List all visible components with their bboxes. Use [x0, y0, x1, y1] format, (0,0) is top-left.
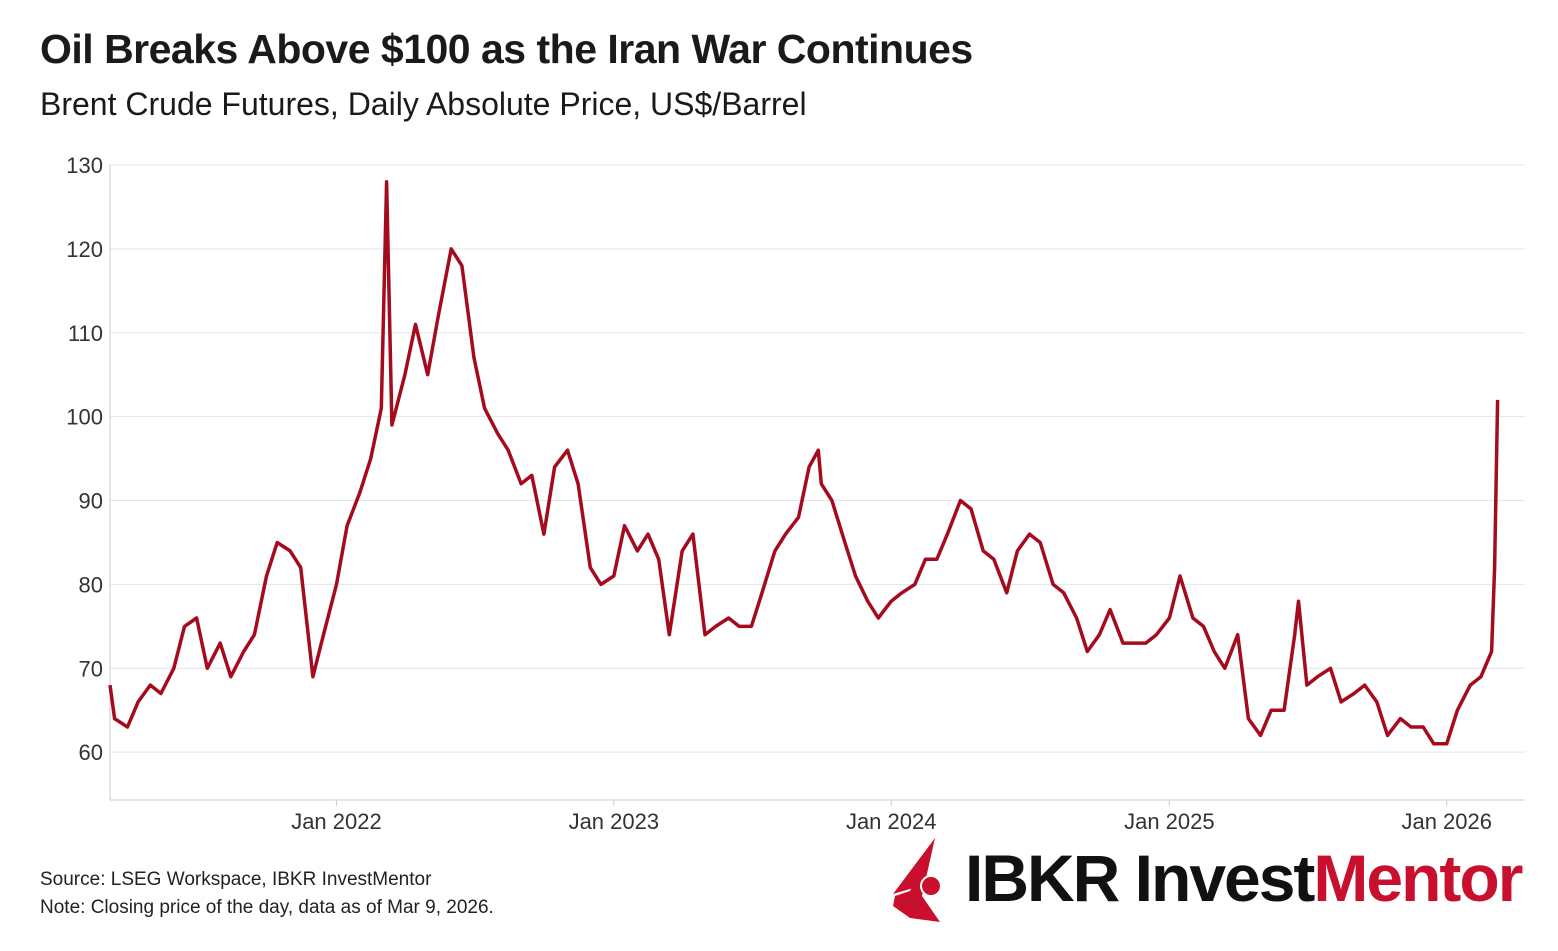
y-tick-label: 70 — [79, 656, 103, 681]
x-tick-label: Jan 2026 — [1401, 809, 1492, 834]
x-tick-label: Jan 2024 — [846, 809, 937, 834]
gridlines — [110, 164, 1525, 753]
y-tick-label: 110 — [68, 321, 103, 346]
ibkr-investmentor-logo: IBKR InvestMentor — [890, 836, 1530, 926]
source-note: Source: LSEG Workspace, IBKR InvestMento… — [40, 869, 432, 890]
brent-price-line — [108, 180, 1500, 746]
y-tick-label: 120 — [66, 237, 103, 262]
chart-title: Oil Breaks Above $100 as the Iran War Co… — [40, 26, 973, 72]
logo-text-mentor: Mentor — [1313, 841, 1523, 915]
x-tick-label: Jan 2022 — [291, 809, 382, 834]
logo-text-ibkr-invest: IBKR Invest — [965, 841, 1315, 915]
axes — [109, 165, 1525, 806]
y-tick-label: 80 — [79, 572, 103, 597]
y-tick-label: 100 — [66, 405, 103, 430]
x-axis-labels: Jan 2022 Jan 2023 Jan 2024 Jan 2025 Jan 2026 — [291, 809, 1492, 834]
x-tick-label: Jan 2025 — [1124, 809, 1215, 834]
y-tick-label: 90 — [79, 489, 103, 514]
y-tick-label: 60 — [79, 740, 103, 765]
data-note: Note: Closing price of the day, data as … — [40, 897, 494, 918]
y-axis-labels: 60 70 80 90 100 110 120 130 — [66, 153, 103, 765]
y-tick-label: 130 — [66, 153, 103, 178]
x-tick-label: Jan 2023 — [569, 809, 660, 834]
chart-subtitle: Brent Crude Futures, Daily Absolute Pric… — [40, 86, 807, 122]
ibkr-flame-icon — [893, 838, 942, 922]
series-layer — [108, 180, 1500, 746]
